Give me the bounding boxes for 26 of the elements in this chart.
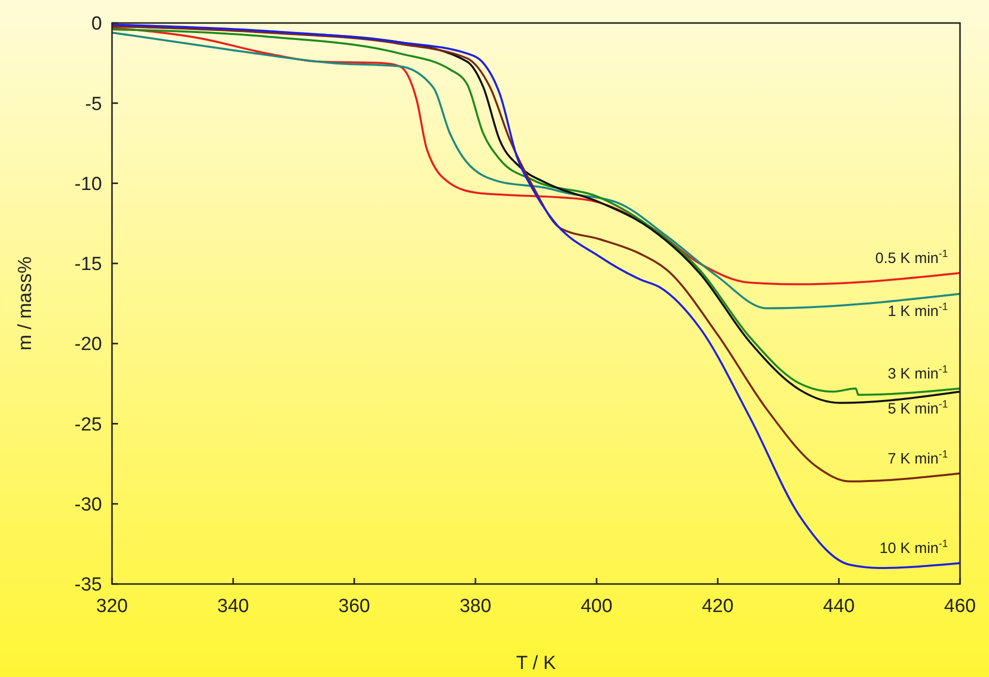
y-tick-label: -10 bbox=[74, 174, 102, 195]
y-tick-label: 0 bbox=[91, 14, 102, 35]
x-tick-label: 460 bbox=[944, 596, 976, 617]
y-axis-title: m / mass% bbox=[15, 256, 36, 350]
series-label: 3 K min$^{-1}$ bbox=[888, 363, 948, 382]
x-tick-label: 420 bbox=[702, 596, 734, 617]
y-tick-label: -25 bbox=[74, 414, 102, 436]
x-tick-label: 440 bbox=[823, 596, 855, 617]
series-label: 0.5 K min$^{-1}$ bbox=[875, 248, 948, 268]
series-label: 1 K min$^{-1}$ bbox=[888, 300, 948, 320]
series-label: 7 K min$^{-1}$ bbox=[888, 448, 948, 468]
y-tick-label: -15 bbox=[74, 254, 102, 276]
line-series bbox=[111, 24, 961, 569]
x-tick-label: 320 bbox=[96, 596, 128, 617]
x-tick-label: 400 bbox=[580, 596, 612, 617]
line-series bbox=[111, 25, 961, 482]
y-tick-label: -5 bbox=[85, 94, 102, 115]
series-label: 5 K min$^{-1}$ bbox=[888, 398, 948, 418]
x-tick-label: 340 bbox=[217, 596, 249, 617]
x-tick-label: 380 bbox=[460, 596, 492, 617]
y-tick-label: -30 bbox=[74, 494, 102, 516]
x-tick-label: 360 bbox=[338, 596, 370, 617]
y-tick-label: -20 bbox=[74, 334, 102, 356]
y-tick-label: -35 bbox=[74, 574, 102, 596]
x-axis-title: T / K bbox=[516, 653, 556, 674]
series-label: 10 K min$^{-1}$ bbox=[879, 538, 948, 558]
